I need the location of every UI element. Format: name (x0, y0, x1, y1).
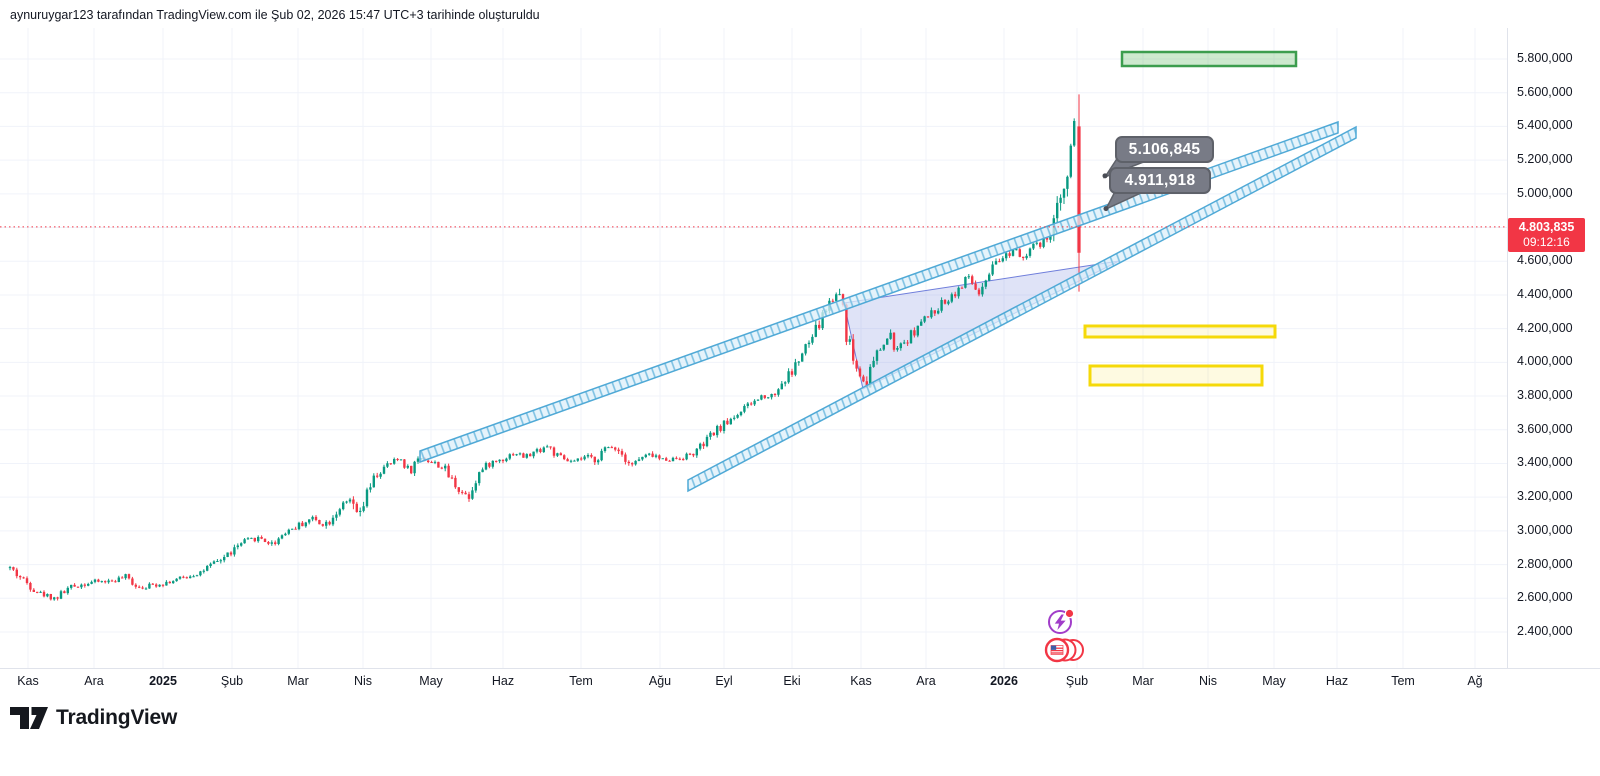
last-price-badge: 4.803,835 09:12:16 (1508, 218, 1585, 252)
time-tick-label: Ağ (1467, 674, 1483, 688)
time-tick-label: Haz (1325, 674, 1349, 688)
last-price-countdown: 09:12:16 (1523, 235, 1570, 249)
price-callout-2-text: 4.911,918 (1124, 171, 1196, 189)
time-tick-label: Şub (1065, 674, 1089, 688)
price-tick-label: 2.600,000 (1517, 590, 1573, 605)
price-tick-label: 4.000,000 (1517, 354, 1573, 369)
time-tick-label: Mar (1132, 674, 1154, 688)
time-tick-label: Tem (569, 674, 593, 688)
us-economic-events-icon[interactable] (1043, 636, 1085, 664)
price-tick-label: 2.400,000 (1517, 624, 1573, 638)
price-tick-label: 4.600,000 (1517, 253, 1573, 268)
time-tick-label: Şub (220, 674, 244, 688)
time-tick-label: Ara (916, 674, 936, 688)
price-callout-2[interactable]: 4.911,918 (1109, 167, 1211, 194)
time-tick-label: 2026 (990, 674, 1018, 688)
price-tick-label: 2.800,000 (1517, 556, 1573, 571)
price-tick-label: 5.200,000 (1517, 152, 1573, 167)
price-tick-label: 3.800,000 (1517, 388, 1573, 403)
time-tick-label: Mar (287, 674, 309, 688)
us-flag-glyph (1050, 645, 1064, 655)
price-tick-label: 3.200,000 (1517, 489, 1573, 504)
time-tick-label: Nis (1198, 674, 1218, 688)
callout-anchor-dot-1 (1102, 173, 1108, 179)
yellow-support-zone-rectangle-1[interactable] (1083, 324, 1277, 339)
time-tick-label: Haz (491, 674, 515, 688)
price-tick-label: 3.600,000 (1517, 421, 1573, 436)
time-tick-label: May (419, 674, 443, 688)
yellow-support-zone-rectangle-2[interactable] (1088, 364, 1264, 387)
callout-anchor-dot-2 (1103, 206, 1109, 212)
price-callout-1-text: 5.106,845 (1128, 140, 1201, 158)
time-tick-label: Tem (1391, 674, 1415, 688)
price-tick-label: 3.400,000 (1517, 455, 1573, 470)
time-tick-label: Kas (17, 674, 39, 688)
price-tick-label: 4.400,000 (1517, 286, 1573, 301)
time-tick-label: Eki (783, 674, 801, 688)
candlestick-series (8, 94, 1081, 601)
price-tick-label: 4.200,000 (1517, 320, 1573, 335)
earnings-lightning-icon[interactable] (1046, 607, 1076, 637)
chart-pane[interactable] (0, 0, 1600, 700)
time-axis[interactable]: Kas Ara 2025 Şub Mar Nis May Haz Tem Ağu Eyl Eki Kas… (0, 674, 1600, 692)
price-axis[interactable]: 5.800,000 5.600,000 5.400,000 5.200,000 5.00… (1517, 0, 1599, 700)
gridlines (0, 28, 1507, 668)
price-tick-label: 5.400,000 (1517, 118, 1573, 133)
price-tick-label: 5.000,000 (1517, 185, 1573, 200)
attribution-text: aynuruygar123 tarafından TradingView.com… (10, 8, 540, 22)
tradingview-logo-text: TradingView (56, 706, 178, 729)
price-tick-label: 5.800,000 (1517, 51, 1573, 65)
price-tick-label: 5.600,000 (1517, 84, 1573, 99)
green-target-zone-rectangle[interactable] (1120, 50, 1298, 68)
price-axis-border (1507, 28, 1508, 668)
time-tick-label: Nis (353, 674, 373, 688)
time-tick-label: Ara (84, 674, 104, 688)
tradingview-logo-mark (10, 707, 48, 729)
time-tick-label: Kas (850, 674, 872, 688)
trend-channel-band-2[interactable] (687, 125, 1357, 493)
price-tick-label: 3.000,000 (1517, 522, 1573, 537)
tradingview-logo[interactable]: TradingView (10, 704, 177, 732)
price-callout-1[interactable]: 5.106,845 (1115, 136, 1214, 163)
time-tick-label: May (1262, 674, 1286, 688)
last-price-value: 4.803,835 (1518, 220, 1575, 234)
time-tick-label: Eyl (715, 674, 733, 688)
time-tick-label: Ağu (648, 674, 672, 688)
time-tick-label: 2025 (149, 674, 177, 688)
time-axis-border (0, 668, 1600, 669)
